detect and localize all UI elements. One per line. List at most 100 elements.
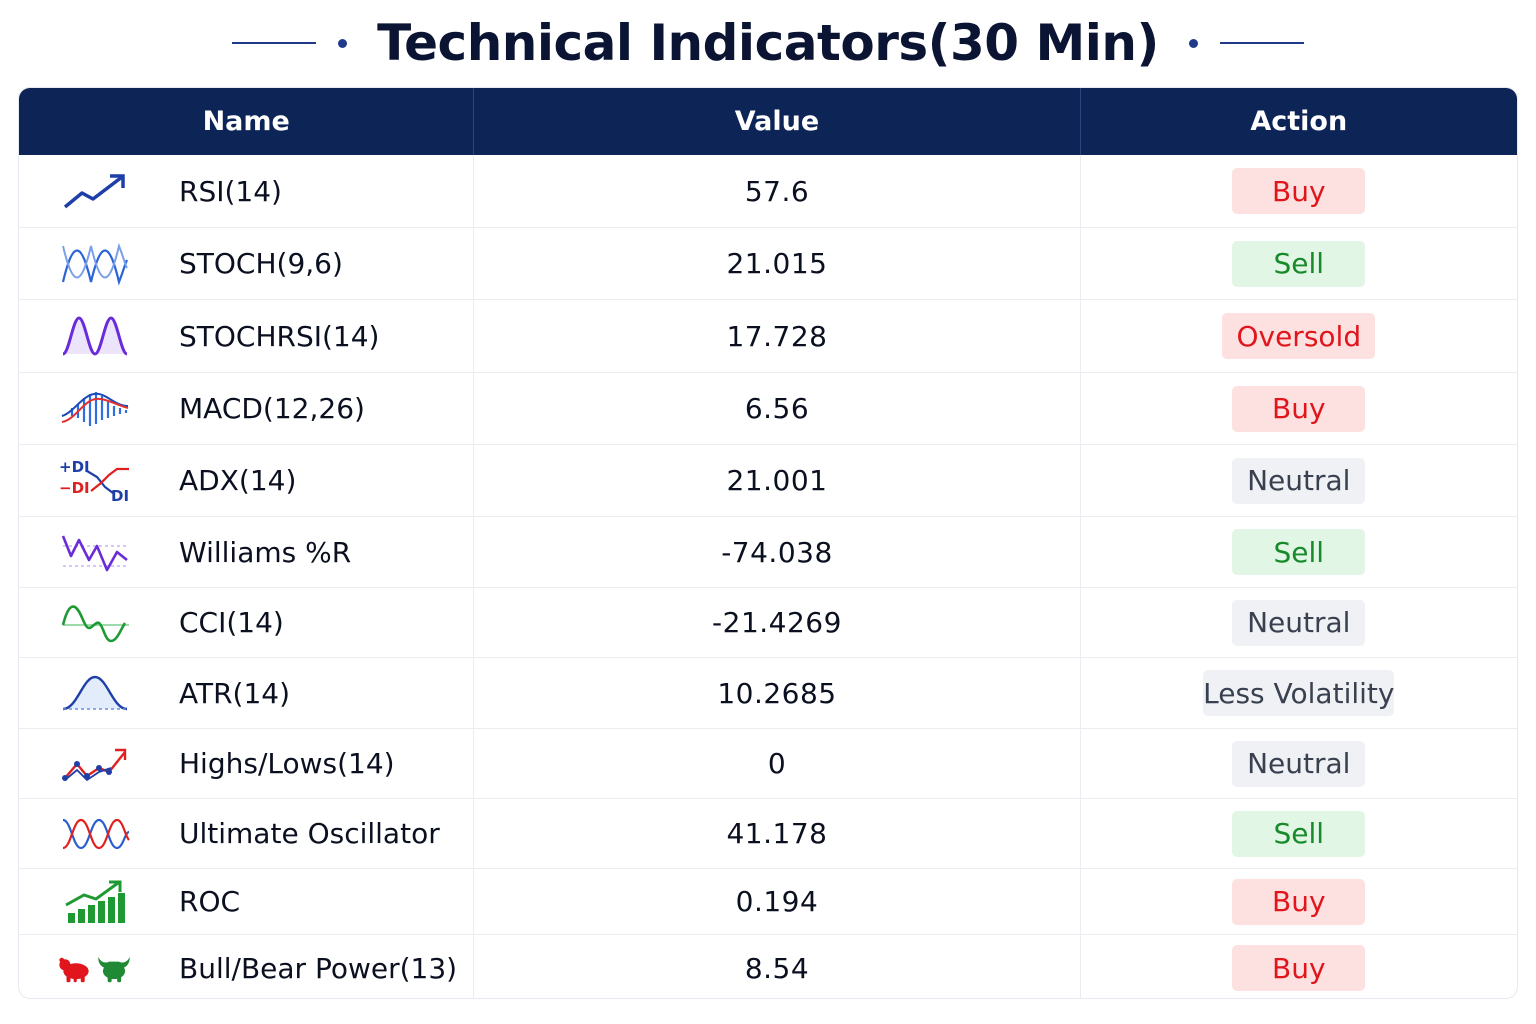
table-row[interactable]: +DI −DI DI ADX(14) 21.001 Neutral bbox=[19, 445, 1517, 517]
indicator-name: ROC bbox=[179, 885, 241, 918]
indicator-name: Bull/Bear Power(13) bbox=[179, 951, 458, 985]
title-left-dot bbox=[338, 38, 348, 48]
column-header-action[interactable]: Action bbox=[1250, 106, 1348, 137]
stochastic-waves-icon bbox=[57, 238, 133, 290]
indicator-value: -74.038 bbox=[721, 535, 833, 569]
indicator-name: Ultimate Oscillator bbox=[179, 817, 440, 850]
name-cell: Williams %R bbox=[19, 517, 475, 587]
bull-bear-icon bbox=[57, 942, 133, 994]
action-badge: Neutral bbox=[1232, 740, 1366, 787]
column-header-name[interactable]: Name bbox=[19, 88, 475, 155]
cci-wave-icon bbox=[57, 597, 133, 649]
table-body: RSI(14) 57.6 Buy STOCH(9,6) 21.015 Sell … bbox=[19, 155, 1517, 998]
action-badge: Buy bbox=[1232, 385, 1366, 432]
action-badge: Buy bbox=[1232, 168, 1366, 214]
title-bar: Technical Indicators(30 Min) bbox=[0, 0, 1536, 86]
table-row[interactable]: ROC 0.194 Buy bbox=[19, 869, 1517, 935]
value-cell: 17.728 bbox=[474, 300, 1081, 372]
table-row[interactable]: Ultimate Oscillator 41.178 Sell bbox=[19, 799, 1517, 869]
indicator-value: 0.194 bbox=[735, 885, 819, 918]
name-cell: +DI −DI DI ADX(14) bbox=[19, 445, 475, 516]
action-cell: Buy bbox=[1081, 373, 1517, 444]
indicator-value: 0 bbox=[767, 747, 787, 780]
table-row[interactable]: MACD(12,26) 6.56 Buy bbox=[19, 373, 1517, 445]
indicator-value: 10.2685 bbox=[717, 676, 837, 710]
title-right-line bbox=[1219, 42, 1304, 44]
value-cell: 41.178 bbox=[474, 799, 1081, 868]
action-cell: Buy bbox=[1081, 935, 1517, 998]
name-cell: Bull/Bear Power(13) bbox=[19, 935, 475, 998]
stochrsi-wave-icon bbox=[57, 310, 133, 362]
name-cell: MACD(12,26) bbox=[19, 373, 475, 444]
action-cell: Sell bbox=[1081, 228, 1517, 299]
value-cell: 21.001 bbox=[474, 445, 1081, 516]
name-cell: CCI(14) bbox=[19, 588, 475, 657]
value-cell: 6.56 bbox=[474, 373, 1081, 444]
table-row[interactable]: Williams %R -74.038 Sell bbox=[19, 517, 1517, 588]
indicator-value: 6.56 bbox=[744, 392, 810, 425]
svg-text:+DI: +DI bbox=[59, 458, 90, 476]
table-row[interactable]: ATR(14) 10.2685 Less Volatility bbox=[19, 658, 1517, 729]
table-row[interactable]: Highs/Lows(14) 0 Neutral bbox=[19, 729, 1517, 799]
value-cell: 21.015 bbox=[474, 228, 1081, 299]
svg-text:−DI: −DI bbox=[59, 479, 90, 497]
action-cell: Buy bbox=[1081, 869, 1517, 934]
oscillator-waves-icon bbox=[57, 808, 133, 860]
trend-up-arrow-icon bbox=[57, 165, 133, 217]
macd-histogram-icon bbox=[57, 383, 133, 435]
indicator-value: 57.6 bbox=[744, 174, 810, 208]
column-header-value[interactable]: Value bbox=[474, 88, 1081, 155]
name-cell: Highs/Lows(14) bbox=[19, 729, 475, 798]
name-cell: STOCH(9,6) bbox=[19, 228, 475, 299]
action-cell: Neutral bbox=[1081, 588, 1517, 657]
action-cell: Buy bbox=[1081, 155, 1517, 227]
table-header: Name Value Action bbox=[19, 88, 1517, 155]
action-badge: Sell bbox=[1232, 529, 1366, 575]
action-cell: Sell bbox=[1081, 799, 1517, 868]
atr-bell-curve-icon bbox=[57, 667, 133, 719]
value-cell: 0.194 bbox=[474, 869, 1081, 934]
title-right-dot bbox=[1188, 38, 1198, 48]
indicator-value: 21.001 bbox=[726, 464, 828, 497]
value-cell: 57.6 bbox=[474, 155, 1081, 227]
value-cell: 0 bbox=[474, 729, 1081, 798]
indicator-name: MACD(12,26) bbox=[179, 392, 365, 425]
action-badge: Neutral bbox=[1232, 457, 1366, 504]
indicator-value: 41.178 bbox=[726, 817, 828, 850]
action-cell: Neutral bbox=[1081, 445, 1517, 516]
name-cell: ATR(14) bbox=[19, 658, 475, 728]
name-cell: Ultimate Oscillator bbox=[19, 799, 475, 868]
action-badge: Oversold bbox=[1222, 313, 1376, 359]
roc-bars-arrow-icon bbox=[57, 876, 133, 928]
williams-r-wave-icon bbox=[57, 526, 133, 578]
indicator-name: CCI(14) bbox=[179, 606, 284, 639]
action-cell: Sell bbox=[1081, 517, 1517, 587]
indicator-name: STOCH(9,6) bbox=[179, 247, 343, 280]
table-row[interactable]: RSI(14) 57.6 Buy bbox=[19, 155, 1517, 228]
action-badge: Sell bbox=[1232, 810, 1366, 857]
title-left-line bbox=[232, 42, 317, 44]
table-row[interactable]: Bull/Bear Power(13) 8.54 Buy bbox=[19, 935, 1517, 998]
value-cell: -21.4269 bbox=[474, 588, 1081, 657]
highs-lows-line-icon bbox=[57, 738, 133, 790]
indicator-name: Williams %R bbox=[179, 535, 352, 569]
action-cell: Oversold bbox=[1081, 300, 1517, 372]
indicator-name: ADX(14) bbox=[179, 464, 297, 497]
name-cell: RSI(14) bbox=[19, 155, 475, 227]
action-badge: Less Volatility bbox=[1203, 670, 1394, 716]
svg-text:DI: DI bbox=[111, 487, 129, 505]
action-badge: Neutral bbox=[1232, 599, 1366, 646]
table-row[interactable]: STOCHRSI(14) 17.728 Oversold bbox=[19, 300, 1517, 373]
indicator-name: ATR(14) bbox=[179, 676, 291, 710]
table-row[interactable]: CCI(14) -21.4269 Neutral bbox=[19, 588, 1517, 658]
value-cell: -74.038 bbox=[474, 517, 1081, 587]
name-cell: ROC bbox=[19, 869, 475, 934]
indicator-name: STOCHRSI(14) bbox=[179, 319, 380, 353]
action-badge: Buy bbox=[1232, 878, 1366, 925]
value-cell: 10.2685 bbox=[474, 658, 1081, 728]
indicator-value: 21.015 bbox=[726, 247, 828, 280]
table-row[interactable]: STOCH(9,6) 21.015 Sell bbox=[19, 228, 1517, 300]
action-badge: Buy bbox=[1232, 945, 1366, 991]
action-badge: Sell bbox=[1232, 240, 1366, 287]
indicator-name: RSI(14) bbox=[179, 174, 282, 208]
